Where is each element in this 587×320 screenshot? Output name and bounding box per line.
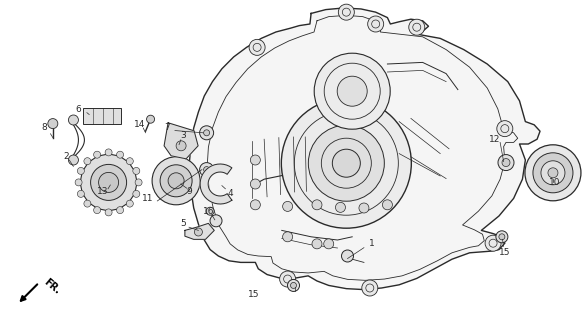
Circle shape: [99, 172, 119, 192]
Circle shape: [249, 39, 265, 55]
Circle shape: [48, 119, 58, 129]
Circle shape: [160, 165, 192, 197]
Text: 7: 7: [164, 124, 170, 132]
Text: 4: 4: [227, 189, 233, 198]
Circle shape: [312, 200, 322, 210]
Circle shape: [332, 149, 360, 177]
Text: FR.: FR.: [42, 277, 62, 296]
Circle shape: [342, 250, 353, 262]
Text: 11: 11: [142, 194, 154, 203]
Text: 8: 8: [41, 124, 47, 132]
Text: 15: 15: [248, 290, 259, 299]
Circle shape: [117, 151, 124, 158]
Circle shape: [282, 232, 293, 242]
Circle shape: [204, 130, 210, 136]
Circle shape: [279, 271, 296, 287]
Circle shape: [93, 151, 100, 158]
Circle shape: [282, 201, 293, 212]
Circle shape: [323, 239, 334, 249]
Circle shape: [291, 283, 296, 288]
Circle shape: [133, 167, 140, 174]
Text: 14: 14: [134, 120, 146, 129]
Circle shape: [308, 125, 384, 201]
Polygon shape: [185, 223, 214, 239]
Circle shape: [147, 115, 154, 123]
Text: 3: 3: [180, 132, 186, 140]
Circle shape: [314, 53, 390, 129]
Text: 10: 10: [549, 178, 561, 187]
Circle shape: [409, 19, 425, 35]
Circle shape: [497, 121, 513, 137]
Text: 13: 13: [97, 188, 109, 196]
Circle shape: [548, 168, 558, 178]
Text: 16: 16: [203, 207, 214, 216]
Circle shape: [362, 280, 378, 296]
Circle shape: [335, 202, 346, 212]
Circle shape: [288, 279, 299, 292]
Circle shape: [312, 239, 322, 249]
Circle shape: [250, 200, 261, 210]
Circle shape: [126, 158, 133, 165]
Text: 2: 2: [63, 152, 69, 161]
Circle shape: [337, 76, 367, 106]
Circle shape: [168, 173, 184, 189]
Circle shape: [210, 215, 222, 227]
Polygon shape: [164, 123, 198, 159]
Circle shape: [69, 155, 79, 165]
Circle shape: [498, 155, 514, 171]
Circle shape: [90, 164, 127, 200]
Circle shape: [84, 200, 91, 207]
Circle shape: [152, 157, 200, 205]
Circle shape: [77, 190, 85, 197]
Polygon shape: [200, 164, 232, 204]
Circle shape: [200, 126, 214, 140]
Circle shape: [382, 200, 393, 210]
Circle shape: [133, 190, 140, 197]
Circle shape: [117, 207, 124, 214]
Circle shape: [281, 98, 411, 228]
Circle shape: [206, 207, 214, 215]
Circle shape: [105, 209, 112, 216]
Circle shape: [105, 149, 112, 156]
Text: 12: 12: [489, 135, 501, 144]
Circle shape: [502, 158, 510, 166]
Circle shape: [75, 179, 82, 186]
Circle shape: [93, 207, 100, 214]
Text: 1: 1: [369, 239, 375, 248]
Circle shape: [525, 145, 581, 201]
Circle shape: [250, 155, 261, 165]
Circle shape: [69, 115, 79, 125]
Circle shape: [359, 203, 369, 213]
Circle shape: [200, 163, 214, 177]
Circle shape: [80, 154, 137, 211]
Circle shape: [338, 4, 355, 20]
Circle shape: [176, 141, 186, 151]
Polygon shape: [189, 8, 540, 290]
Circle shape: [126, 200, 133, 207]
Circle shape: [496, 231, 508, 243]
Text: 9: 9: [186, 188, 192, 196]
Circle shape: [135, 179, 142, 186]
Circle shape: [541, 161, 565, 185]
Circle shape: [250, 179, 261, 189]
FancyBboxPatch shape: [83, 108, 121, 124]
Circle shape: [77, 167, 85, 174]
Circle shape: [533, 153, 573, 193]
Circle shape: [194, 228, 203, 236]
Circle shape: [84, 158, 91, 165]
Circle shape: [367, 16, 384, 32]
Text: 15: 15: [499, 248, 511, 257]
Text: 6: 6: [75, 105, 81, 114]
Circle shape: [204, 167, 210, 172]
Circle shape: [485, 235, 501, 251]
Circle shape: [499, 234, 505, 240]
Text: 5: 5: [180, 220, 186, 228]
